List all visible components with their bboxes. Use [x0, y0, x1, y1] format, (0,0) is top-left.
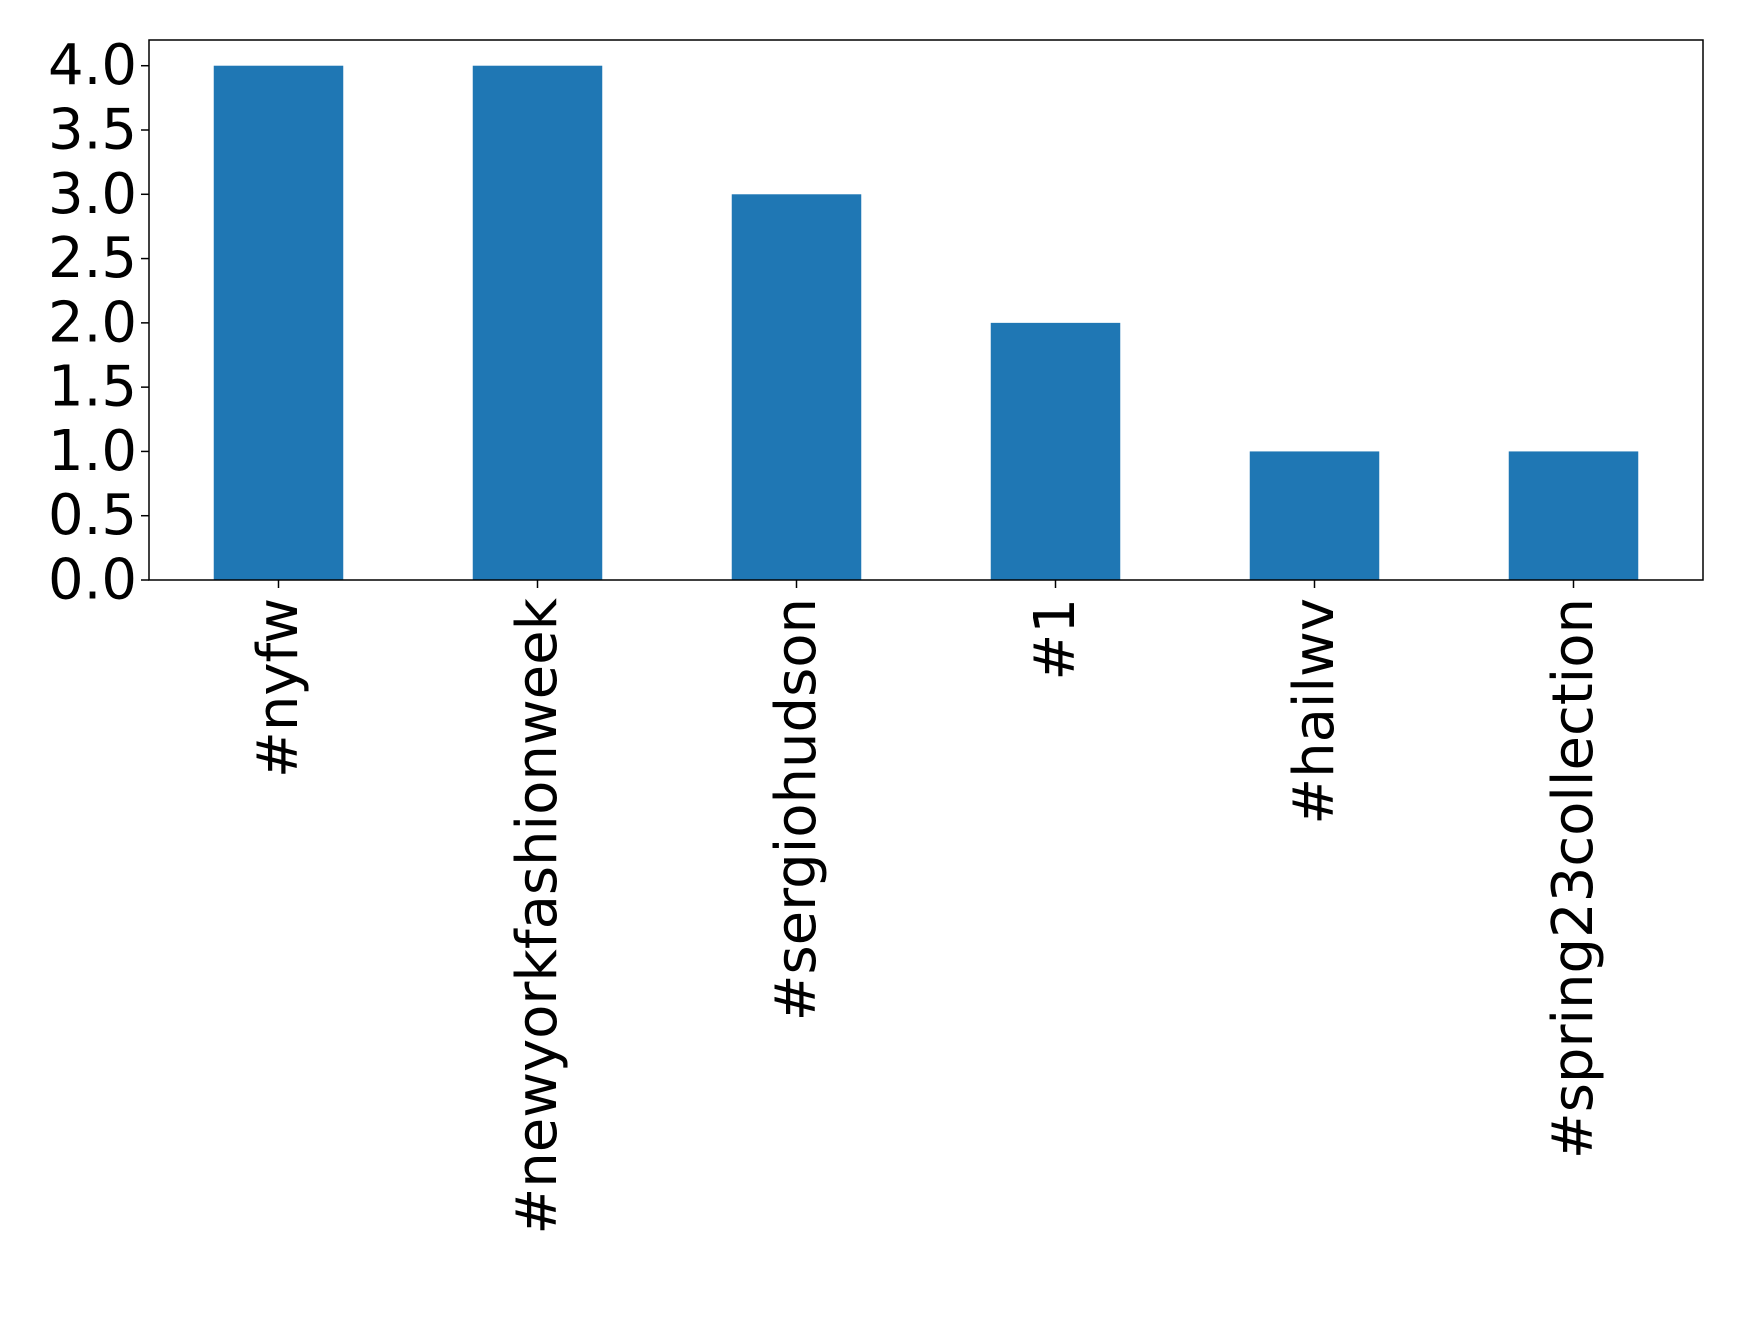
x-tick-label: #1: [1023, 598, 1088, 681]
y-tick-label: 3.0: [48, 162, 137, 227]
x-axis-ticks: #nyfw #newyorkfashionweek #sergiohudson #1 #…: [246, 580, 1606, 1235]
plot-frame: [148, 39, 1704, 581]
y-tick-label: 0.5: [48, 483, 137, 548]
bar-1: [472, 65, 603, 580]
x-tick-label: #spring23collection: [1541, 598, 1606, 1159]
y-tick-label: 4.0: [48, 33, 137, 98]
bar-4: [1249, 451, 1380, 580]
bars-group: [213, 65, 1639, 581]
x-tick-label: #hailwv: [1282, 598, 1347, 825]
y-tick-label: 3.5: [48, 98, 137, 163]
x-tick-label: #newyorkfashionweek: [505, 597, 570, 1234]
x-tick-label: #nyfw: [246, 598, 311, 778]
y-tick-label: 1.0: [48, 419, 137, 484]
y-axis-ticks: 0.00.51.01.52.02.53.03.54.0: [48, 33, 149, 613]
y-tick-label: 1.5: [48, 355, 137, 420]
x-tick-label: #sergiohudson: [764, 598, 829, 1021]
y-tick-label: 2.5: [48, 226, 137, 291]
bar-2: [731, 194, 862, 581]
y-tick-label: 0.0: [48, 548, 137, 613]
bar-5: [1508, 451, 1639, 580]
bar-3: [990, 322, 1121, 580]
y-tick-label: 2.0: [48, 290, 137, 355]
bar-0: [213, 65, 344, 580]
